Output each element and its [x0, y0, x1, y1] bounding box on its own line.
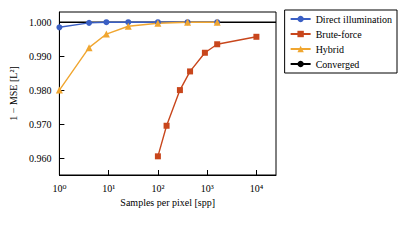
svg-text:Converged: Converged — [316, 59, 360, 70]
svg-text:Direct illumination: Direct illumination — [316, 14, 392, 25]
svg-text:1 − MSE [L²]: 1 − MSE [L²] — [8, 66, 19, 120]
svg-text:Hybrid: Hybrid — [316, 44, 344, 55]
svg-text:10¹: 10¹ — [102, 183, 115, 194]
svg-text:10³: 10³ — [201, 183, 214, 194]
svg-text:1.000: 1.000 — [29, 17, 52, 28]
svg-text:10²: 10² — [151, 183, 164, 194]
svg-text:0.990: 0.990 — [29, 51, 52, 62]
svg-text:0.980: 0.980 — [29, 85, 52, 96]
svg-text:0.970: 0.970 — [29, 119, 52, 130]
svg-text:Brute-force: Brute-force — [316, 29, 363, 40]
svg-text:Samples per pixel [spp]: Samples per pixel [spp] — [120, 197, 215, 208]
svg-text:10⁴: 10⁴ — [250, 183, 264, 194]
svg-text:0.960: 0.960 — [29, 153, 52, 164]
svg-text:10⁰: 10⁰ — [52, 183, 66, 194]
